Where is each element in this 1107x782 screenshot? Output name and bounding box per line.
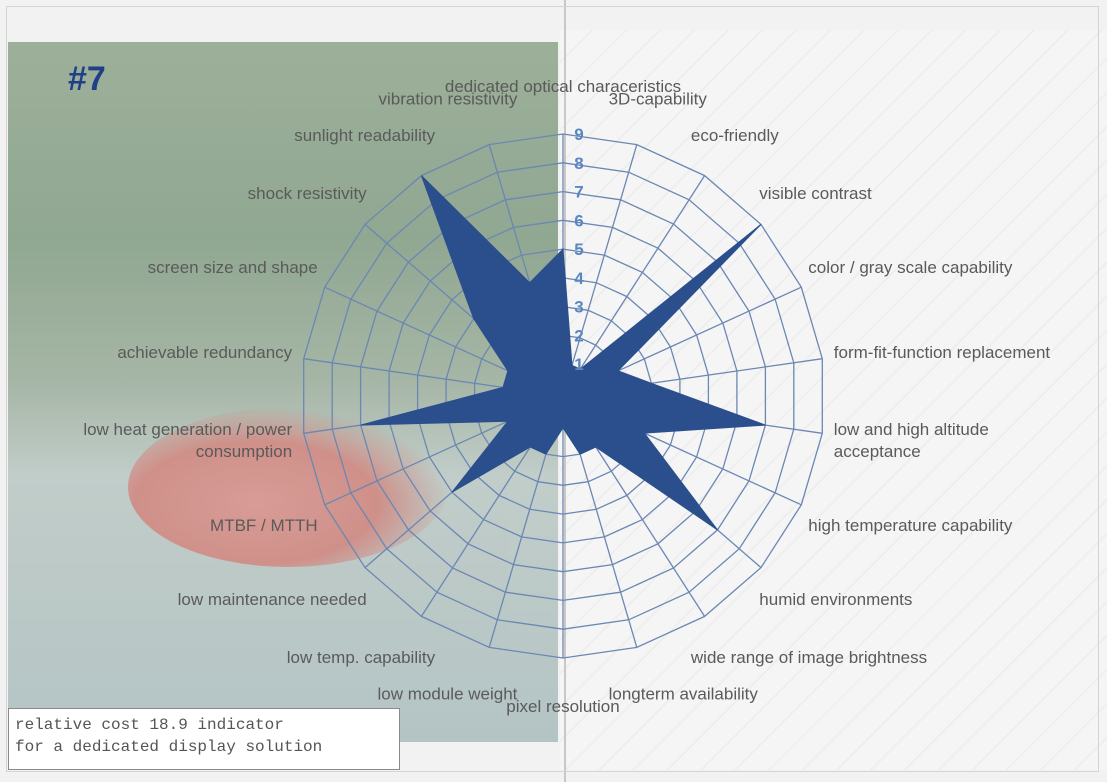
category-label-15-1: low maintenance needed (178, 590, 367, 609)
category-label-22-1: vibration resistivity (379, 90, 518, 109)
background-photo (8, 42, 558, 742)
tick-label-2: 2 (574, 326, 583, 345)
axis-spoke-2 (562, 144, 638, 397)
category-label-11-1: longterm availability (609, 684, 759, 703)
tick-label-5: 5 (574, 240, 583, 259)
category-label-9-1: humid environments (759, 590, 912, 609)
category-label-21-1: sunlight readability (294, 126, 435, 145)
category-label-18-1: achievable redundancy (117, 343, 292, 362)
category-label-3-1: eco-friendly (691, 126, 779, 145)
cost-indicator-line2: for a dedicated display solution (15, 738, 323, 756)
page-number: #7 (68, 60, 106, 98)
category-label-20-1: shock resistivity (248, 184, 368, 203)
category-label-7-1: low and high altitude (834, 420, 989, 439)
tick-label-6: 6 (574, 211, 583, 230)
category-label-2-1: 3D-capability (609, 90, 708, 109)
category-label-4-1: visible contrast (759, 184, 872, 203)
tick-label-1: 1 (574, 355, 583, 374)
tick-label-9: 9 (574, 125, 583, 144)
tick-label-3: 3 (574, 298, 583, 317)
category-label-7-2: acceptance (834, 442, 921, 461)
category-label-13-1: low module weight (378, 684, 518, 703)
category-label-17-2: consumption (196, 442, 292, 461)
tick-label-8: 8 (574, 154, 583, 173)
slide-frame (6, 6, 1099, 772)
category-label-6-1: form-fit-function replacement (834, 343, 1051, 362)
category-label-8-1: high temperature capability (808, 516, 1013, 535)
cost-indicator-line1: relative cost 18.9 indicator (15, 716, 284, 734)
category-label-14-1: low temp. capability (287, 648, 436, 667)
category-label-5-1: color / gray scale capability (808, 258, 1013, 277)
category-label-12-1: pixel resolution (506, 697, 619, 716)
category-label-1-1: dedicated optical characeristics (445, 77, 681, 96)
category-label-17-1: low heat generation / power (83, 420, 292, 439)
category-label-16-1: MTBF / MTTH (210, 516, 318, 535)
axis-spoke-3 (562, 175, 706, 397)
category-label-10-1: wide range of image brightness (690, 648, 927, 667)
category-label-19-1: screen size and shape (148, 258, 318, 277)
boat-image (128, 407, 448, 567)
tick-label-7: 7 (574, 183, 583, 202)
tick-label-4: 4 (574, 269, 584, 288)
cost-indicator-box: relative cost 18.9 indicator for a dedic… (8, 708, 400, 770)
